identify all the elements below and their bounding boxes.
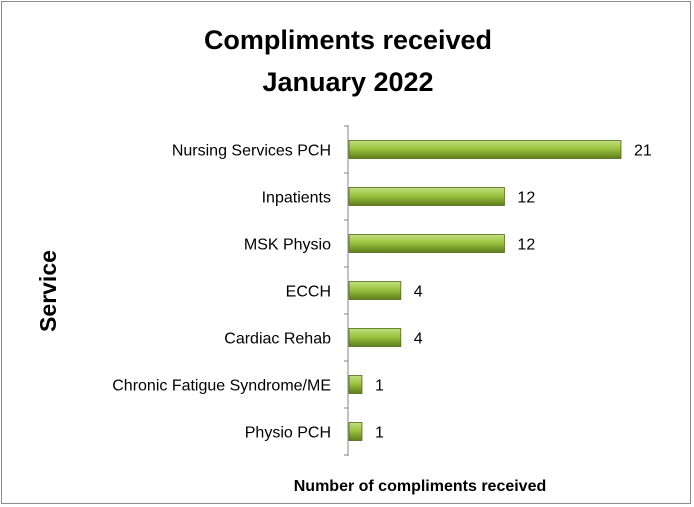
value-label-msk-physio: 12 <box>517 237 535 254</box>
bar-inpatients <box>348 187 505 206</box>
category-label-physio-pch: Physio PCH <box>245 425 331 442</box>
x-axis-title: Number of compliments received <box>294 478 547 495</box>
bars-layer: Nursing Services PCH 21 Inpatients 12 MSK Ph… <box>112 125 652 456</box>
chart-title-line-2: January 2022 <box>262 67 433 97</box>
value-label-cardiac-rehab: 4 <box>414 331 423 348</box>
category-label-nursing-services-pch: Nursing Services PCH <box>172 143 331 160</box>
bar-cardiac-rehab <box>348 328 402 347</box>
category-label-msk-physio: MSK Physio <box>244 237 331 254</box>
bar-msk-physio <box>348 234 505 253</box>
value-label-chronic-fatigue-syndrome-me: 1 <box>375 378 384 395</box>
bar-chronic-fatigue-syndrome-me <box>348 375 363 394</box>
value-label-physio-pch: 1 <box>375 425 384 442</box>
category-label-ecch: ECCH <box>286 284 331 301</box>
value-label-inpatients: 12 <box>517 190 535 207</box>
bar-physio-pch <box>348 422 363 441</box>
bar-ecch <box>348 281 402 300</box>
chart-title-line-1: Compliments received <box>204 25 492 55</box>
y-axis-title: Service <box>35 250 61 332</box>
bar-nursing-services-pch <box>348 140 622 159</box>
value-label-ecch: 4 <box>414 284 423 301</box>
value-label-nursing-services-pch: 21 <box>634 143 652 160</box>
category-label-chronic-fatigue-syndrome-me: Chronic Fatigue Syndrome/ME <box>112 378 331 395</box>
category-label-cardiac-rehab: Cardiac Rehab <box>224 331 331 348</box>
category-label-inpatients: Inpatients <box>262 190 331 207</box>
